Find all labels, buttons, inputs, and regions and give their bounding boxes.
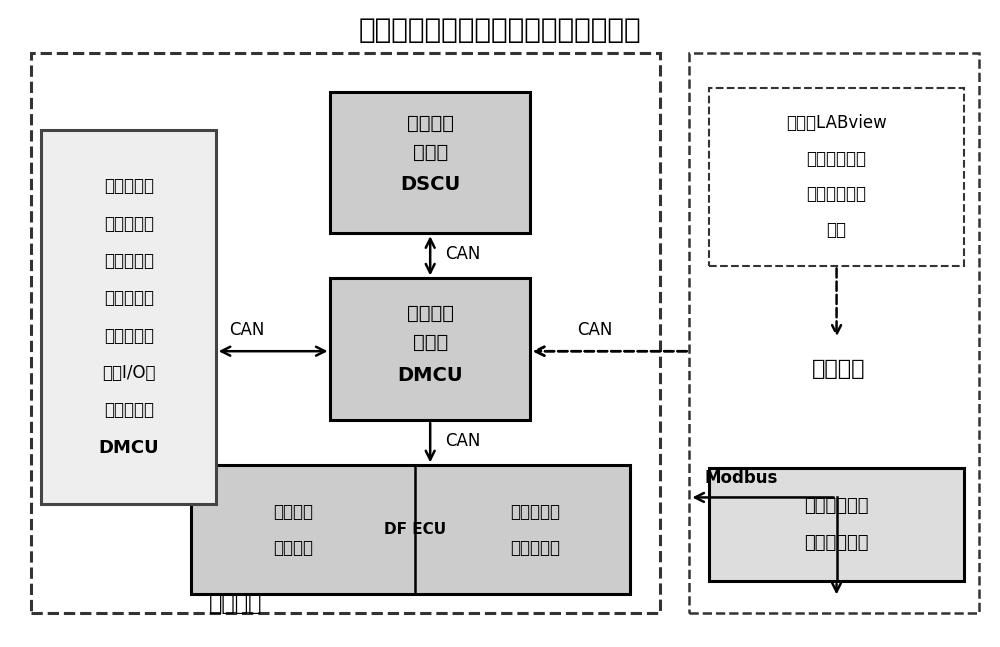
Bar [709, 89, 964, 265]
Text: 柴油机监: 柴油机监 [407, 304, 454, 324]
Text: 调速模块: 调速模块 [274, 539, 314, 556]
Bar [31, 53, 660, 613]
Text: 交互系统: 交互系统 [812, 358, 866, 378]
Text: 控制系统: 控制系统 [209, 594, 262, 614]
Text: Modbus: Modbus [704, 469, 778, 487]
Bar [709, 468, 964, 581]
Text: CAN: CAN [445, 432, 481, 450]
Text: 发动机温度: 发动机温度 [104, 177, 154, 195]
Text: 报警参数显示: 报警参数显示 [804, 534, 869, 551]
Text: 压力、发电: 压力、发电 [104, 215, 154, 233]
Text: 上位机LABview: 上位机LABview [786, 115, 887, 133]
Bar [41, 130, 216, 504]
Text: DSCU: DSCU [400, 175, 460, 195]
Text: CAN: CAN [445, 245, 481, 263]
Text: CAN: CAN [577, 321, 612, 339]
Bar [191, 465, 630, 594]
Bar [330, 92, 530, 234]
Text: 燃气、引燃: 燃气、引燃 [510, 503, 560, 521]
Text: 改和数据保存: 改和数据保存 [807, 185, 867, 203]
Bar [689, 53, 979, 613]
Text: 界面: 界面 [827, 221, 847, 239]
Text: 入输出通道: 入输出通道 [104, 402, 154, 419]
Text: DF ECU: DF ECU [384, 522, 446, 537]
Text: 油喷射模块: 油喷射模块 [510, 539, 560, 556]
Text: 参数显示、修: 参数显示、修 [807, 150, 867, 168]
Text: 柴油机安: 柴油机安 [407, 115, 454, 133]
Text: 触摸屏状态与: 触摸屏状态与 [804, 498, 869, 516]
Text: 控模块: 控模块 [413, 333, 448, 353]
Text: 字量I/O输: 字量I/O输 [102, 364, 156, 382]
Text: 柴油模式: 柴油模式 [274, 503, 314, 521]
Text: 等模拟量采: 等模拟量采 [104, 289, 154, 307]
Text: DMCU: DMCU [397, 366, 463, 384]
Text: 集和通用数: 集和通用数 [104, 327, 154, 345]
Text: 机温度压力: 机温度压力 [104, 252, 154, 270]
Text: DMCU: DMCU [99, 439, 159, 457]
Text: 微喷引燃型双燃料发动机控制系统组成: 微喷引燃型双燃料发动机控制系统组成 [359, 16, 641, 45]
Text: 全模块: 全模块 [413, 143, 448, 162]
Text: CAN: CAN [229, 321, 264, 339]
Bar [330, 278, 530, 420]
